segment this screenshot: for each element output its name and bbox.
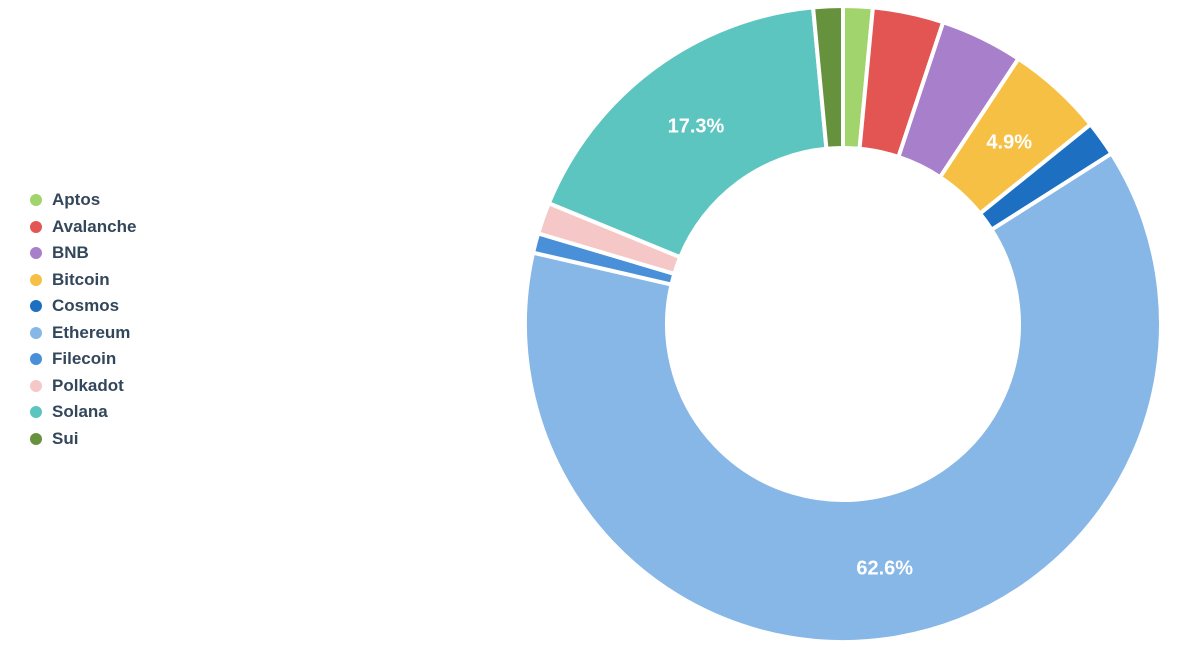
legend-item-filecoin[interactable]: Filecoin — [30, 348, 136, 371]
slice-label-bitcoin: 4.9% — [986, 131, 1032, 153]
legend-swatch-icon — [30, 194, 42, 207]
legend-label: Filecoin — [52, 349, 117, 369]
legend-item-solana[interactable]: Solana — [30, 401, 136, 424]
legend-label: Cosmos — [52, 296, 120, 316]
legend-item-polkadot[interactable]: Polkadot — [30, 375, 136, 398]
legend-label: Bitcoin — [52, 269, 110, 289]
legend-swatch-icon — [30, 353, 42, 366]
legend-item-cosmos[interactable]: Cosmos — [30, 295, 136, 318]
legend-swatch-icon — [30, 406, 42, 419]
legend-label: Ethereum — [52, 322, 131, 342]
legend-label: Aptos — [52, 190, 101, 210]
slice-label-solana: 17.3% — [668, 116, 725, 138]
chart-legend: Aptos Avalanche BNB Bitcoin Cosmos Ethereum Fi… — [30, 189, 136, 450]
legend-label: Avalanche — [52, 216, 137, 236]
legend-swatch-icon — [30, 379, 42, 392]
legend-item-bnb[interactable]: BNB — [30, 242, 136, 265]
legend-item-avalanche[interactable]: Avalanche — [30, 216, 136, 239]
legend-label: Sui — [52, 428, 79, 448]
pie-slice-sui[interactable] — [810, 3, 845, 151]
legend-label: Polkadot — [52, 375, 124, 395]
legend-item-bitcoin[interactable]: Bitcoin — [30, 269, 136, 292]
legend-swatch-icon — [30, 273, 42, 286]
legend-label: Solana — [52, 402, 108, 422]
pie-slice-ethereum[interactable] — [523, 150, 1163, 644]
legend-swatch-icon — [30, 220, 42, 233]
legend-swatch-icon — [30, 326, 42, 339]
legend-item-sui[interactable]: Sui — [30, 428, 136, 451]
legend-swatch-icon — [30, 300, 42, 313]
legend-item-ethereum[interactable]: Ethereum — [30, 322, 136, 345]
legend-item-aptos[interactable]: Aptos — [30, 189, 136, 212]
pie-slice-solana[interactable] — [546, 5, 829, 260]
slice-label-ethereum: 62.6% — [856, 557, 913, 579]
legend-label: BNB — [52, 243, 89, 263]
legend-swatch-icon — [30, 432, 42, 445]
legend-swatch-icon — [30, 247, 42, 260]
